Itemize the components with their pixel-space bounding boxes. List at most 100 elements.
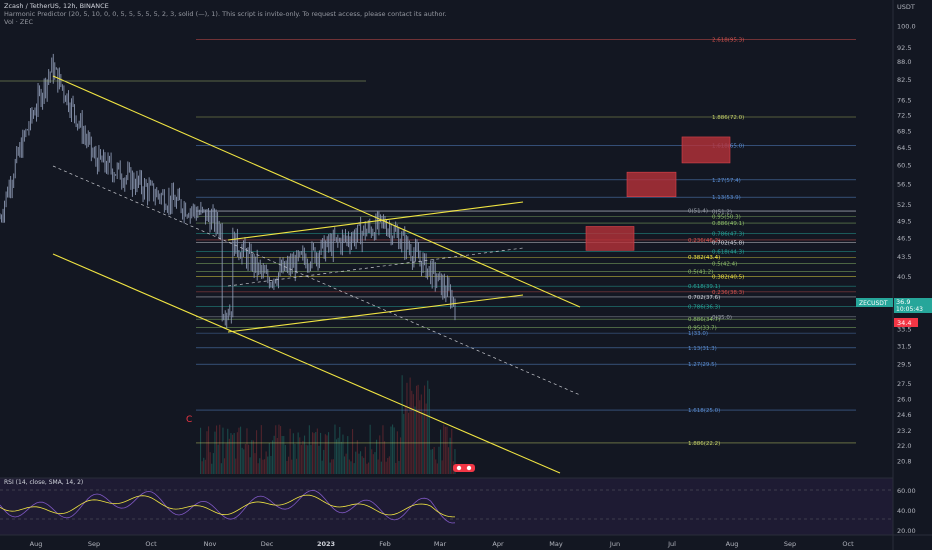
volume-title: Vol · ZEC — [4, 18, 34, 26]
volume-bar — [257, 463, 259, 474]
volume-bar — [432, 449, 434, 474]
volume-bar — [441, 460, 443, 474]
price-tick: 27.5 — [897, 380, 911, 388]
volume-bar — [284, 445, 286, 474]
volume-bar — [323, 449, 325, 474]
fib-level-label: 0.95(33.7) — [688, 325, 717, 331]
volume-bar — [416, 385, 418, 474]
volume-bar — [336, 439, 338, 474]
volume-bar — [342, 434, 344, 474]
price-tick: 56.5 — [897, 181, 911, 189]
volume-bar — [344, 456, 346, 474]
volume-bar — [214, 431, 216, 474]
volume-bar — [385, 461, 387, 474]
rsi-label: RSI (14, close, SMA, 14, 2) — [4, 479, 83, 486]
price-tick: 52.5 — [897, 201, 911, 209]
fib-level-label: 1.13(31.3) — [688, 346, 717, 352]
volume-bar — [227, 428, 229, 474]
volume-bar — [212, 453, 214, 474]
volume-bar — [209, 452, 211, 474]
volume-bar — [238, 427, 240, 474]
volume-bar — [312, 432, 314, 474]
volume-bar — [217, 444, 219, 474]
time-tick: Oct — [145, 540, 157, 548]
time-tick: Apr — [492, 540, 504, 548]
volume-bar — [436, 463, 438, 474]
volume-bar — [251, 440, 253, 474]
volume-bar — [404, 406, 406, 474]
fib-level-label: 1.886(72.0) — [712, 115, 744, 121]
volume-bar — [206, 431, 208, 474]
time-scale[interactable]: Aug Sep Oct Nov Dec 2023 Feb Mar Apr May Jun Jul Aug… — [30, 540, 854, 548]
fib-levels: 2.618(95.3)1.886(72.0)1.618(65.0)1.27(57… — [196, 37, 856, 447]
fib-level-label: 1.886(22.2) — [688, 441, 720, 447]
fib-level-label: 1.13(53.9) — [712, 195, 741, 201]
volume-bar — [334, 424, 336, 474]
volume-bar — [382, 425, 384, 474]
time-tick: Jun — [609, 540, 620, 548]
rsi-scale-60: 60.00 — [897, 487, 916, 495]
time-tick: Mar — [434, 540, 447, 548]
volume-bar — [299, 437, 301, 474]
volume-bar — [353, 463, 355, 474]
volume-bar — [278, 424, 280, 474]
volume-bar — [232, 434, 234, 474]
symbol-title: Zcash / TetherUS, 12h, BINANCE — [4, 2, 109, 10]
price-tick: 92.5 — [897, 44, 911, 52]
price-tick: 29.5 — [897, 361, 911, 369]
price-tick: 49.5 — [897, 217, 911, 225]
trend-channels — [0, 75, 581, 474]
volume-bar — [409, 377, 411, 474]
volume-bar — [256, 430, 258, 474]
volume-bar — [387, 458, 389, 474]
volume-bar — [201, 461, 203, 474]
volume-bar — [318, 445, 320, 474]
price-tick: 82.5 — [897, 76, 911, 84]
fib-level-label: 1.618(25.0) — [688, 408, 720, 414]
volume-bar — [380, 461, 382, 474]
red-zone — [626, 171, 677, 198]
volume-bar — [260, 425, 262, 474]
volume-bar — [331, 459, 333, 474]
volume-bar — [296, 458, 298, 474]
time-tick: Aug — [726, 540, 739, 548]
volume-bar — [320, 432, 322, 474]
volume-bar — [315, 432, 317, 474]
volume-bar — [329, 462, 331, 474]
volume-bar — [200, 427, 202, 474]
time-tick: Jul — [667, 540, 676, 548]
volume-bars — [200, 375, 456, 474]
time-tick: Oct — [842, 540, 854, 548]
price-tick: 23.2 — [897, 427, 911, 435]
fib-level-label: 0.5(42.4) — [712, 262, 737, 268]
volume-bar — [398, 461, 400, 474]
volume-bar — [259, 458, 261, 474]
volume-bar — [371, 449, 373, 474]
volume-bar — [225, 443, 227, 474]
price-tick: 60.5 — [897, 162, 911, 170]
volume-bar — [288, 456, 290, 474]
fib-level-label: 0.618(39.1) — [688, 284, 720, 290]
volume-bar — [355, 451, 357, 474]
price-tick: 33.5 — [897, 325, 911, 333]
volume-bar — [414, 406, 416, 474]
time-tick: Dec — [261, 540, 274, 548]
volume-bar — [254, 453, 256, 474]
marker-c: C — [186, 415, 192, 425]
volume-bar — [292, 433, 294, 474]
volume-bar — [228, 438, 230, 474]
volume-bar — [233, 433, 235, 474]
volume-bar — [396, 431, 398, 474]
volume-bar — [419, 400, 421, 474]
event-badge[interactable] — [453, 464, 475, 472]
volume-bar — [265, 451, 267, 474]
volume-bar — [240, 426, 242, 474]
volume-bar — [294, 444, 296, 474]
volume-bar — [433, 447, 435, 474]
volume-bar — [352, 429, 354, 474]
currency-label: USDT — [897, 3, 915, 11]
volume-bar — [363, 457, 365, 474]
price-tick: 26.0 — [897, 396, 911, 404]
volume-bar — [332, 459, 334, 474]
